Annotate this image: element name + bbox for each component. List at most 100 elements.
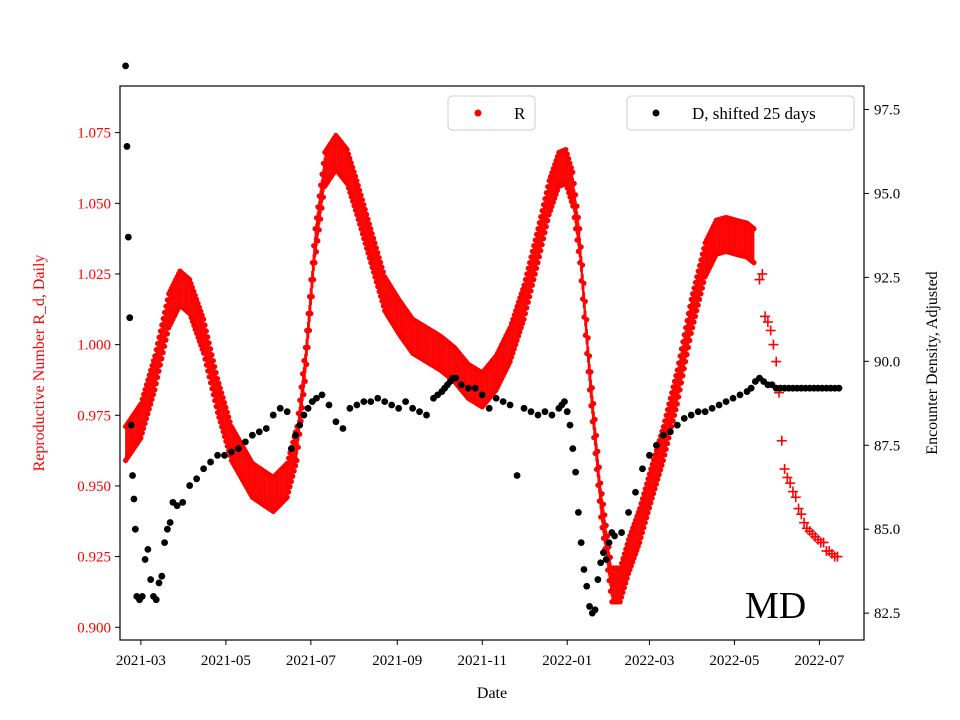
r-point — [205, 368, 211, 374]
r-point — [571, 180, 577, 187]
r-point — [751, 226, 757, 232]
y-right-tick-label: 85.0 — [874, 522, 900, 538]
r-point — [617, 599, 623, 605]
r-point — [525, 265, 531, 271]
r-point — [592, 416, 598, 423]
r-point — [213, 403, 219, 410]
r-point — [648, 466, 654, 472]
y-left-tick-label: 1.075 — [77, 126, 111, 142]
r-point — [531, 243, 537, 249]
r-point — [205, 334, 211, 340]
r-point — [606, 578, 612, 584]
r-point — [313, 215, 320, 221]
x-tick-label: 2021-05 — [201, 653, 251, 669]
r-point — [641, 525, 647, 531]
r-point — [139, 430, 145, 436]
r-point — [676, 394, 682, 400]
r-point — [295, 444, 301, 450]
d-point — [300, 411, 308, 419]
r-point — [359, 197, 366, 203]
r-point — [520, 286, 526, 293]
r-point — [194, 330, 200, 336]
r-point — [637, 505, 643, 512]
r-point — [598, 480, 604, 486]
r-point — [366, 255, 372, 261]
d-point — [694, 408, 702, 416]
d-point — [339, 425, 347, 432]
r-projection-point — [799, 517, 810, 528]
r-point — [380, 269, 386, 275]
r-point — [164, 297, 170, 303]
r-point — [138, 401, 144, 407]
axes: 2021-03 2021-05 2021-07 2021-09 2021-11 2022-… — [77, 103, 900, 669]
r-point — [603, 522, 609, 529]
d-point — [583, 582, 591, 590]
d-point — [673, 421, 681, 429]
r-point — [662, 452, 668, 458]
r-point — [515, 333, 522, 339]
d-point — [388, 401, 396, 409]
r-point — [623, 580, 629, 586]
r-point — [564, 151, 570, 157]
r-point — [143, 416, 150, 422]
r-projection-point — [790, 492, 801, 503]
r-point — [212, 364, 218, 370]
r-point — [209, 352, 215, 358]
r-point — [681, 366, 687, 372]
r-point — [299, 405, 306, 411]
r-point — [517, 329, 523, 335]
r-point — [695, 268, 701, 274]
r-point — [570, 203, 576, 209]
r-point — [531, 277, 537, 283]
r-point — [200, 350, 207, 356]
r-point — [596, 464, 602, 470]
r-point — [372, 274, 378, 280]
r-point — [375, 250, 381, 256]
r-projection-point — [776, 435, 787, 446]
r-point — [358, 192, 364, 198]
r-point — [287, 484, 293, 490]
legend-r-label: R — [514, 104, 526, 123]
r-point — [217, 385, 223, 391]
d-point — [416, 408, 423, 416]
d-point — [367, 398, 375, 406]
r-point — [542, 196, 548, 202]
r-point — [638, 501, 644, 507]
r-point — [567, 160, 573, 166]
d-point — [318, 391, 326, 399]
r-point — [192, 292, 198, 299]
d-point — [292, 431, 299, 439]
r-point — [599, 491, 605, 497]
r-point — [655, 476, 661, 482]
r-point — [206, 340, 212, 346]
d-point — [141, 556, 149, 563]
r-point — [376, 254, 382, 261]
r-point — [663, 446, 669, 452]
r-point — [188, 314, 194, 321]
r-point — [299, 371, 306, 377]
r-point — [698, 291, 704, 297]
x-axis-label: Date — [477, 685, 507, 702]
d-point — [325, 401, 333, 409]
r-point — [142, 420, 148, 427]
r-point — [219, 424, 225, 430]
r-point — [152, 387, 158, 393]
r-point — [163, 303, 169, 309]
d-point — [520, 404, 528, 412]
r-point — [150, 392, 157, 398]
r-point — [364, 211, 370, 217]
r-point — [308, 310, 314, 317]
d-point — [471, 384, 479, 392]
d-point — [130, 495, 138, 503]
r-point — [352, 173, 359, 179]
d-point — [600, 549, 607, 557]
d-point — [492, 394, 500, 402]
r-point — [659, 462, 665, 468]
r-point — [375, 284, 381, 290]
r-point — [284, 494, 290, 500]
r-point — [585, 335, 591, 341]
d-point — [625, 509, 632, 516]
r-point — [680, 373, 686, 379]
r-point — [671, 378, 678, 384]
r-point — [347, 189, 353, 195]
